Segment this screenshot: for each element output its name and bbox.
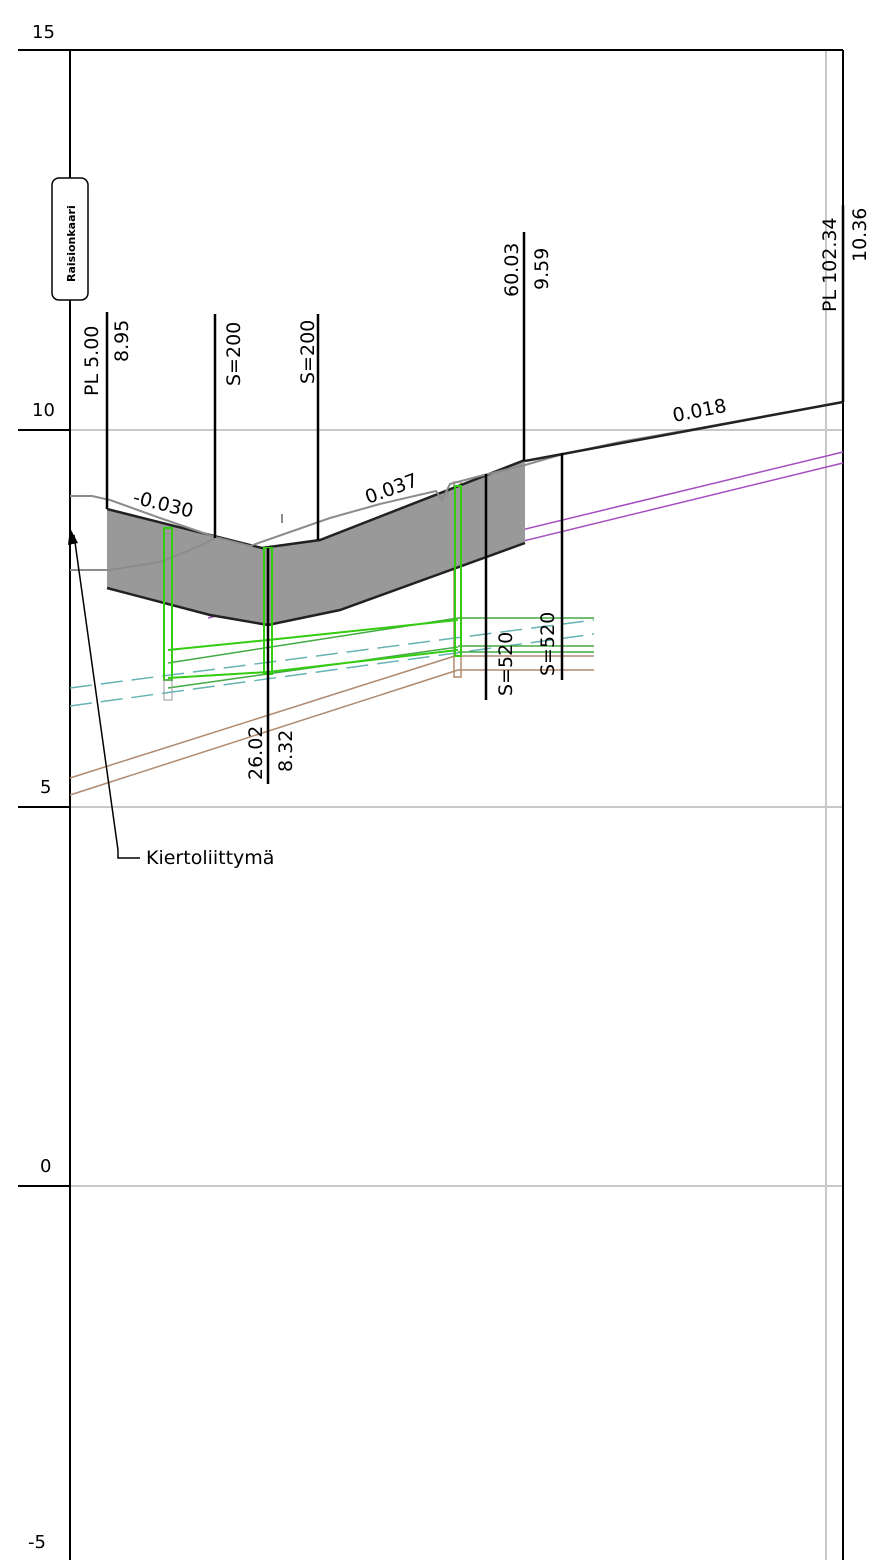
axis-label-5: 5 [40, 777, 51, 798]
label-stems [105, 205, 845, 784]
roundabout-callout: Kiertoliittymä [68, 528, 274, 869]
green-pipe-bot-2 [267, 649, 459, 673]
brown-line-1 [69, 654, 459, 779]
grade-label-3: 0.018 [671, 395, 729, 427]
road-surface-line [106, 458, 526, 550]
green-structure [163, 485, 462, 681]
end-elevation-label: 10.36 [849, 208, 871, 262]
existing-ground-line [70, 401, 844, 548]
start-elevation-label: 8.95 [111, 320, 133, 362]
profile-frame [18, 49, 844, 1560]
elevation-grid [70, 50, 843, 1560]
pvi-station-label: 60.03 [501, 243, 523, 297]
green-pipe-top-1 [167, 639, 269, 651]
green-pipe-top-2 [267, 619, 459, 641]
axis-label-neg5: -5 [28, 1532, 46, 1553]
low-elevation-label: 8.32 [275, 730, 297, 772]
green-well-1-base [163, 679, 173, 701]
brown-line-2 [69, 669, 459, 796]
curve-label-s520-2: S=520 [537, 612, 559, 676]
axis-label-10: 10 [32, 400, 55, 421]
curve-label-s200-1: S=200 [223, 322, 245, 386]
pvi-elevation-label: 9.59 [531, 248, 553, 290]
start-station-label: PL 5.00 [81, 326, 103, 396]
existing-ground-lower [70, 537, 216, 571]
roundabout-leader-line [73, 534, 140, 859]
road-name-tag: Raisionkaari [51, 50, 89, 301]
teal-line-1 [69, 619, 595, 689]
low-station-label: 26.02 [245, 726, 267, 780]
roundabout-arrowhead [68, 528, 78, 545]
axis-label-15: 15 [32, 22, 55, 43]
brown-lines [69, 481, 594, 796]
roundabout-label: Kiertoliittymä [146, 847, 274, 869]
road-name-label: Raisionkaari [65, 205, 78, 282]
curve-label-s200-2: S=200 [297, 320, 319, 384]
grade-line-end [524, 400, 844, 463]
existing-ground [70, 401, 844, 571]
green-well-3 [454, 485, 462, 657]
axis-label-0: 0 [40, 1156, 51, 1177]
green-pipe-bot-1 [167, 671, 269, 679]
curve-label-s520-1: S=520 [495, 632, 517, 696]
end-station-label: PL 102.34 [819, 217, 841, 312]
